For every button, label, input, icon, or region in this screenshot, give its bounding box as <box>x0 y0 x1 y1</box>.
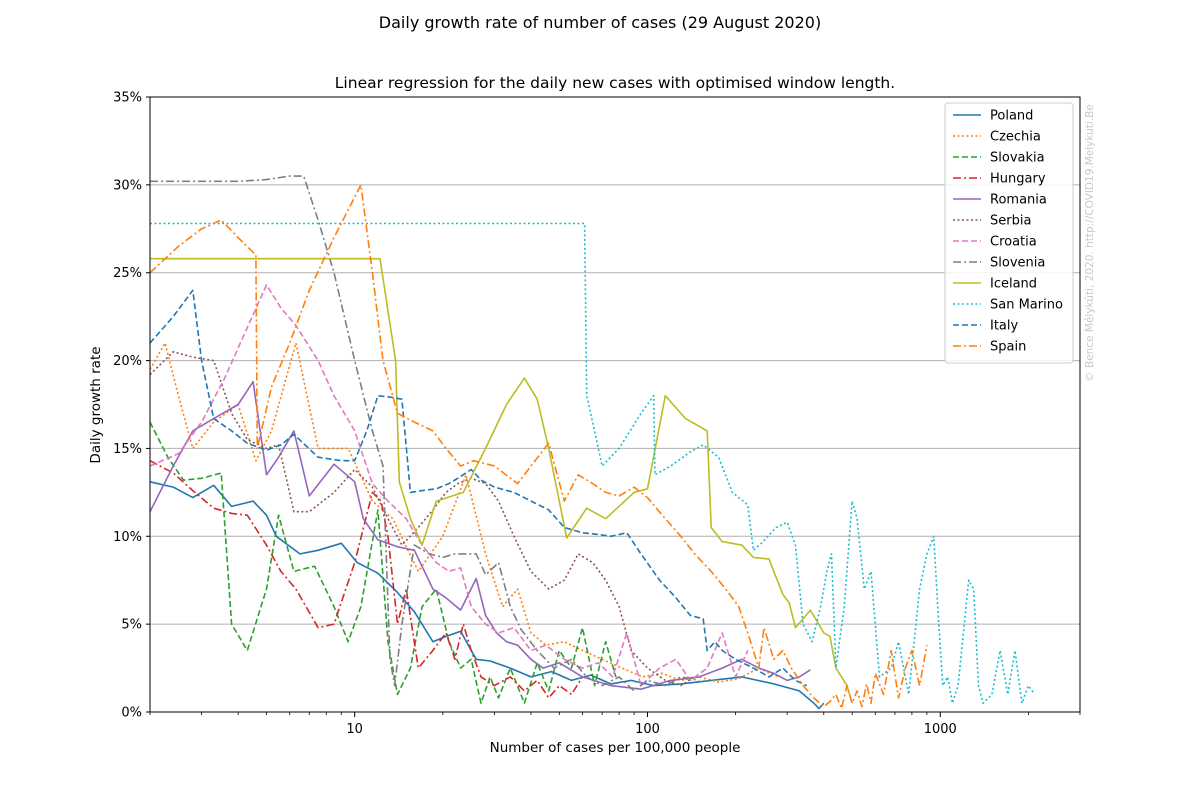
legend-label-san-marino: San Marino <box>990 298 1063 313</box>
y-tick-label-0: 0% <box>121 706 142 721</box>
series-line-poland <box>149 481 825 710</box>
plot-area-frame <box>149 96 1081 713</box>
series-line-slovakia <box>149 421 617 705</box>
watermark: © Bence Mélykúti, 2020. http://COVID19.M… <box>1084 104 1096 382</box>
series-line-san-marino <box>150 222 1036 705</box>
legend-label-iceland: Iceland <box>990 277 1037 292</box>
x-tick-label-1: 100 <box>635 722 660 737</box>
series-line-iceland <box>150 257 853 704</box>
y-tick-label-7: 35% <box>113 91 142 106</box>
x-tick-label-0: 10 <box>346 722 363 737</box>
series-line-italy <box>149 289 808 687</box>
y-axis-label: Daily growth rate <box>88 346 104 463</box>
x-axis-label: Number of cases per 100,000 people <box>490 740 741 756</box>
y-tick-label-5: 25% <box>113 266 142 281</box>
legend-label-czechia: Czechia <box>990 130 1041 145</box>
y-tick-label-3: 15% <box>113 442 142 457</box>
legend-label-slovakia: Slovakia <box>990 151 1045 166</box>
legend-label-serbia: Serbia <box>990 214 1031 229</box>
series-line-slovenia <box>150 175 700 692</box>
y-tick-label-6: 30% <box>113 178 142 193</box>
legend-box <box>944 102 1074 364</box>
legend-label-slovenia: Slovenia <box>990 256 1045 271</box>
series-line-romania <box>149 380 811 691</box>
series-line-czechia <box>149 342 779 683</box>
legend-label-poland: Poland <box>990 109 1033 124</box>
y-tick-label-4: 20% <box>113 354 142 369</box>
series-line-spain <box>149 184 928 710</box>
series-lines <box>149 175 1036 710</box>
y-tick-label-2: 10% <box>113 530 142 545</box>
y-tick-label-1: 5% <box>121 618 142 633</box>
chart-title: Linear regression for the daily new case… <box>335 74 895 92</box>
series-line-croatia <box>149 284 749 687</box>
gridlines <box>150 184 1080 625</box>
x-tick-label-2: 1000 <box>924 722 957 737</box>
series-line-serbia <box>149 350 696 687</box>
y-axis-ticks: 0% 5% 10% 15% 20% 25% 30% 35% <box>113 91 150 721</box>
legend-label-croatia: Croatia <box>990 235 1037 250</box>
series-line-hungary <box>149 459 584 699</box>
x-axis-ticks: 10 100 1000 <box>149 712 1081 737</box>
legend-label-spain: Spain <box>990 340 1026 355</box>
legend-label-romania: Romania <box>990 193 1047 208</box>
chart-suptitle: Daily growth rate of number of cases (29… <box>379 13 821 32</box>
legend: Poland Czechia Slovakia Hungary Romania Serbi… <box>944 102 1074 364</box>
legend-label-hungary: Hungary <box>990 172 1046 187</box>
legend-label-italy: Italy <box>990 319 1019 334</box>
